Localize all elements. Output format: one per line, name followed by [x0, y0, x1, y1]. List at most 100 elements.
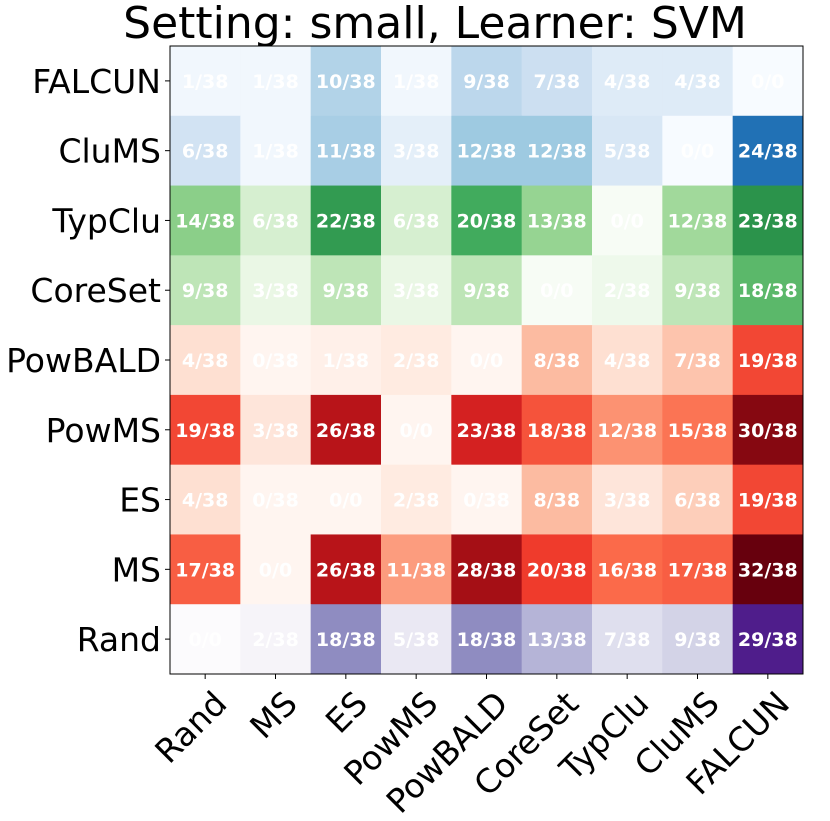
cell-label-FALCUN-PowMS: 1/38 — [393, 71, 440, 93]
cell-label-CluMS-MS: 1/38 — [252, 141, 299, 163]
heatmap-cell-CluMS-ES — [310, 115, 382, 187]
cell-label-CoreSet-PowMS: 3/38 — [393, 280, 440, 302]
cell-label-CoreSet-Rand: 9/38 — [182, 280, 229, 302]
cell-label-CoreSet-ES: 9/38 — [323, 280, 370, 302]
heatmap-cell-Rand-CluMS — [662, 604, 734, 675]
heatmap-cell-CoreSet-TypClu — [592, 255, 663, 326]
heatmap-cell-FALCUN-Rand — [170, 46, 241, 117]
heatmap-cell-MS-PowMS — [381, 534, 452, 605]
heatmap-cell-PowMS-CluMS — [662, 394, 734, 466]
y-tick-label-TypClu: TypClu — [51, 201, 161, 240]
heatmap-cell-MS-CoreSet — [521, 534, 593, 605]
heatmap-cell-CoreSet-PowBALD — [451, 255, 523, 326]
cell-label-Rand-ES: 18/38 — [316, 629, 376, 651]
cell-label-CoreSet-CoreSet: 0/0 — [540, 280, 573, 302]
cell-label-ES-ES: 0/0 — [329, 490, 362, 512]
cell-label-PowMS-PowMS: 0/0 — [399, 420, 432, 442]
heatmap-cell-PowBALD-FALCUN — [732, 325, 804, 396]
y-tick-label-ES: ES — [119, 481, 161, 520]
cell-label-PowMS-TypClu: 12/38 — [597, 420, 657, 442]
heatmap-cell-Rand-TypClu — [592, 604, 663, 675]
heatmap-cell-FALCUN-CluMS — [662, 46, 734, 117]
cell-label-CoreSet-FALCUN: 18/38 — [738, 280, 798, 302]
heatmap-cell-CluMS-CoreSet — [521, 115, 593, 187]
x-tick-label-MS: MS — [242, 684, 305, 747]
heatmap-cell-MS-ES — [310, 534, 382, 605]
cell-label-Rand-CoreSet: 13/38 — [527, 629, 587, 651]
heatmap-cell-CoreSet-CoreSet — [521, 255, 593, 326]
heatmap-cell-TypClu-CoreSet — [521, 185, 593, 256]
heatmap-cells — [170, 46, 804, 675]
heatmap-cell-MS-MS — [240, 534, 312, 605]
chart-title: Setting: small, Learner: SVM — [123, 0, 747, 49]
heatmap-cell-PowBALD-Rand — [170, 325, 241, 396]
cell-label-CluMS-CluMS: 0/0 — [681, 141, 714, 163]
cell-label-ES-MS: 0/38 — [252, 490, 299, 512]
heatmap-cell-ES-ES — [310, 464, 382, 535]
heatmap-cell-MS-Rand — [170, 534, 241, 605]
heatmap-cell-PowBALD-TypClu — [592, 325, 663, 396]
heatmap-cell-ES-FALCUN — [732, 464, 804, 535]
heatmap-cell-FALCUN-ES — [310, 46, 382, 117]
heatmap-cell-PowMS-ES — [310, 394, 382, 466]
heatmap-cell-Rand-CoreSet — [521, 604, 593, 675]
cell-label-FALCUN-Rand: 1/38 — [182, 71, 229, 93]
heatmap-cell-Rand-Rand — [170, 604, 241, 675]
y-tick-label-CoreSet: CoreSet — [30, 271, 161, 310]
cell-label-Rand-TypClu: 7/38 — [604, 629, 651, 651]
x-tick-label-Rand: Rand — [147, 684, 234, 771]
heatmap-cell-TypClu-FALCUN — [732, 185, 804, 256]
heatmap-cell-ES-CoreSet — [521, 464, 593, 535]
cell-label-MS-PowBALD: 28/38 — [457, 559, 517, 581]
cell-label-CoreSet-PowBALD: 9/38 — [463, 280, 510, 302]
heatmap-cell-CoreSet-MS — [240, 255, 312, 326]
cell-label-PowBALD-ES: 1/38 — [323, 350, 370, 372]
heatmap-cell-ES-PowMS — [381, 464, 452, 535]
heatmap-cell-TypClu-TypClu — [592, 185, 663, 256]
x-axis: Rand MS ESPowMSPowBALDCoreSetTypCluCluMSFA… — [147, 674, 797, 821]
cell-label-FALCUN-FALCUN: 0/0 — [751, 71, 784, 93]
heatmap-cell-CluMS-PowMS — [381, 115, 452, 187]
cell-label-CoreSet-MS: 3/38 — [252, 280, 299, 302]
cell-label-ES-Rand: 4/38 — [182, 490, 229, 512]
cell-label-FALCUN-PowBALD: 9/38 — [463, 71, 510, 93]
cell-label-Rand-Rand: 0/0 — [188, 629, 221, 651]
cell-label-TypClu-TypClu: 0/0 — [610, 210, 643, 232]
heatmap-cell-PowBALD-CluMS — [662, 325, 734, 396]
cell-label-FALCUN-MS: 1/38 — [252, 71, 299, 93]
heatmap-cell-TypClu-Rand — [170, 185, 241, 256]
cell-label-MS-PowMS: 11/38 — [386, 559, 446, 581]
heatmap-cell-PowMS-PowBALD — [451, 394, 523, 466]
cell-label-PowMS-FALCUN: 30/38 — [738, 420, 798, 442]
cell-label-MS-ES: 26/38 — [316, 559, 376, 581]
heatmap-cell-CluMS-Rand — [170, 115, 241, 187]
heatmap-cell-ES-TypClu — [592, 464, 663, 535]
cell-label-PowBALD-PowBALD: 0/0 — [470, 350, 503, 372]
cell-label-PowMS-CoreSet: 18/38 — [527, 420, 587, 442]
heatmap-cell-MS-FALCUN — [732, 534, 804, 605]
cell-label-PowBALD-CoreSet: 8/38 — [534, 350, 581, 372]
heatmap-cell-PowMS-TypClu — [592, 394, 663, 466]
y-tick-label-MS: MS — [112, 550, 161, 589]
cell-label-TypClu-PowMS: 6/38 — [393, 210, 440, 232]
heatmap-cell-TypClu-MS — [240, 185, 312, 256]
cell-label-TypClu-FALCUN: 23/38 — [738, 210, 798, 232]
cell-label-Rand-MS: 2/38 — [252, 629, 299, 651]
heatmap-cell-TypClu-ES — [310, 185, 382, 256]
cell-label-TypClu-Rand: 14/38 — [175, 210, 235, 232]
cell-label-Rand-PowMS: 5/38 — [393, 629, 440, 651]
cell-label-PowBALD-MS: 0/38 — [252, 350, 299, 372]
heatmap-cell-PowBALD-PowBALD — [451, 325, 523, 396]
cell-label-ES-PowMS: 2/38 — [393, 490, 440, 512]
heatmap-cell-TypClu-CluMS — [662, 185, 734, 256]
heatmap-cell-CluMS-TypClu — [592, 115, 663, 187]
heatmap-cell-CluMS-CluMS — [662, 115, 734, 187]
y-tick-label-Rand: Rand — [77, 620, 161, 659]
heatmap-cell-CoreSet-CluMS — [662, 255, 734, 326]
cell-label-PowMS-MS: 3/38 — [252, 420, 299, 442]
heatmap-cell-TypClu-PowMS — [381, 185, 452, 256]
heatmap-cell-Rand-ES — [310, 604, 382, 675]
heatmap-cell-CluMS-PowBALD — [451, 115, 523, 187]
cell-label-MS-TypClu: 16/38 — [597, 559, 657, 581]
heatmap-cell-FALCUN-CoreSet — [521, 46, 593, 117]
